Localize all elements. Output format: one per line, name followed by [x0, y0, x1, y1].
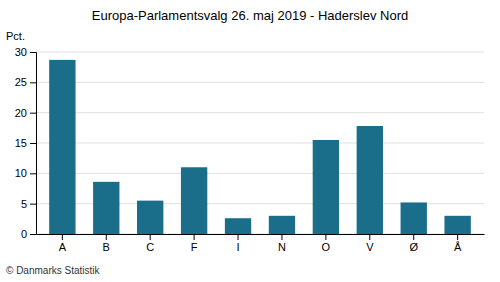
tick: 20: [15, 107, 36, 119]
tick-mark: [30, 204, 36, 205]
bars: [49, 60, 471, 234]
tick-mark: [30, 234, 36, 235]
tick-mark: [150, 234, 151, 240]
bar: [49, 60, 75, 234]
tick: 30: [15, 46, 36, 58]
tick-label: N: [278, 241, 286, 253]
tick: 5: [21, 198, 36, 210]
tick: N: [278, 234, 286, 253]
x-axis: ABCFINOVØÅ: [37, 234, 485, 253]
tick-mark: [325, 234, 326, 240]
tick: F: [191, 234, 198, 253]
bar: [357, 126, 383, 234]
tick-label: 10: [15, 167, 27, 179]
tick-mark: [194, 234, 195, 240]
tick-label: 30: [15, 46, 27, 58]
y-label: Pct.: [6, 30, 25, 42]
bar: [93, 182, 119, 234]
bar: [444, 216, 470, 234]
y-axis: 0 5 10 15 20 25 30: [15, 46, 37, 240]
tick-label: Ø: [409, 241, 418, 253]
tick-mark: [30, 143, 36, 144]
bar: [269, 216, 295, 234]
bar: [401, 202, 427, 234]
tick-label: 25: [15, 76, 27, 88]
tick-label: B: [103, 241, 110, 253]
tick-label: V: [366, 241, 374, 253]
tick-mark: [369, 234, 370, 240]
tick: I: [237, 234, 240, 253]
title: Europa-Parlamentsvalg 26. maj 2019 - Had…: [92, 8, 409, 23]
grid-line: [36, 112, 484, 113]
tick-mark: [106, 234, 107, 240]
grid-line: [36, 52, 484, 53]
tick-label: A: [59, 241, 67, 253]
bar: [313, 140, 339, 234]
tick-label: 5: [21, 198, 27, 210]
tick-mark: [457, 234, 458, 240]
tick-mark: [413, 234, 414, 240]
tick: 25: [15, 76, 36, 88]
bar: [225, 218, 251, 234]
bar: [137, 201, 163, 234]
tick-mark: [30, 173, 36, 174]
tick-mark: [238, 234, 239, 240]
annotation: © Danmarks Statistik: [6, 265, 101, 276]
tick-mark: [62, 234, 63, 240]
tick-mark: [281, 234, 282, 240]
tick-label: Å: [454, 241, 462, 253]
tick-label: O: [322, 241, 331, 253]
tick: 10: [15, 167, 36, 179]
tick: V: [366, 234, 374, 253]
tick-label: 0: [21, 228, 27, 240]
grid-line: [36, 143, 484, 144]
bar: [181, 167, 207, 234]
tick: A: [59, 234, 67, 253]
tick-label: 15: [15, 137, 27, 149]
tick-label: I: [237, 241, 240, 253]
grid-line: [36, 82, 484, 83]
axis-line: [37, 234, 485, 235]
tick: C: [146, 234, 154, 253]
axis-line: [30, 53, 37, 235]
grid-line: [36, 173, 484, 174]
grid: [36, 52, 484, 234]
tick: Å: [454, 234, 462, 253]
plot: A B C F I N O V Ø Å 0 5 10 15 20 25 30: [15, 46, 485, 253]
tick-label: 20: [15, 107, 27, 119]
tick-label: C: [146, 241, 154, 253]
tick: B: [103, 234, 110, 253]
tick: 15: [15, 137, 36, 149]
tick-mark: [30, 82, 36, 83]
tick-mark: [30, 113, 36, 114]
tick: 0: [21, 228, 36, 240]
chart: Europa-Parlamentsvalg 26. maj 2019 - Had…: [0, 0, 500, 282]
tick-label: F: [191, 241, 198, 253]
tick-mark: [30, 52, 36, 53]
tick: Ø: [409, 234, 418, 253]
tick: O: [322, 234, 331, 253]
